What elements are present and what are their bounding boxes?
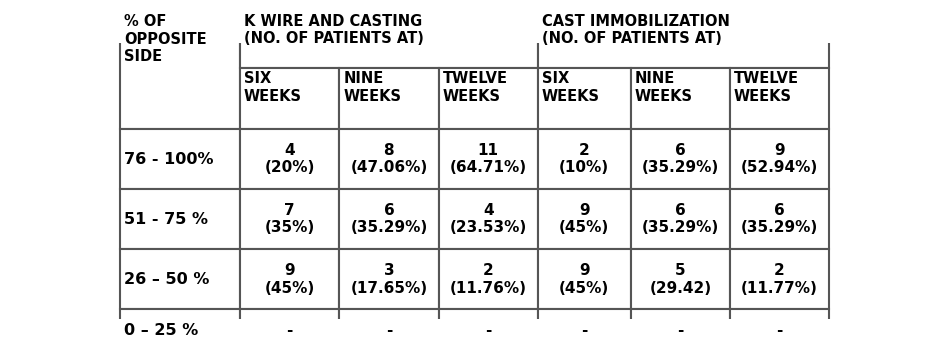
Bar [339, 189, 439, 249]
Bar [240, 129, 339, 189]
Bar [538, 309, 631, 352]
Bar [538, 189, 631, 249]
Bar [439, 189, 538, 249]
Bar [538, 249, 631, 309]
Text: 4
(20%): 4 (20%) [265, 143, 315, 175]
Text: 4
(23.53%): 4 (23.53%) [449, 203, 527, 236]
Bar [120, 10, 240, 129]
Text: -: - [776, 323, 782, 338]
Text: K WIRE AND CASTING
(NO. OF PATIENTS AT): K WIRE AND CASTING (NO. OF PATIENTS AT) [244, 14, 424, 46]
Text: 6
(35.29%): 6 (35.29%) [642, 143, 719, 175]
Text: -: - [581, 323, 587, 338]
Text: 9
(45%): 9 (45%) [559, 263, 609, 296]
Text: 8
(47.06%): 8 (47.06%) [350, 143, 428, 175]
Text: -: - [286, 323, 293, 338]
Text: -: - [485, 323, 492, 338]
Text: 11
(64.71%): 11 (64.71%) [450, 143, 527, 175]
Text: 2
(10%): 2 (10%) [559, 143, 609, 175]
Bar [631, 68, 730, 129]
Text: 9
(52.94%): 9 (52.94%) [741, 143, 819, 175]
Text: 6
(35.29%): 6 (35.29%) [642, 203, 719, 236]
Text: 7
(35%): 7 (35%) [265, 203, 315, 236]
Text: 9
(45%): 9 (45%) [559, 203, 609, 236]
Text: % OF
OPPOSITE
SIDE: % OF OPPOSITE SIDE [124, 14, 206, 64]
Bar [240, 189, 339, 249]
Bar [730, 249, 829, 309]
Bar [240, 68, 339, 129]
Bar [631, 129, 730, 189]
Bar [538, 10, 829, 68]
Bar [120, 129, 240, 189]
Text: -: - [386, 323, 392, 338]
Text: 6
(35.29%): 6 (35.29%) [741, 203, 819, 236]
Bar [538, 68, 631, 129]
Bar [439, 249, 538, 309]
Text: TWELVE
WEEKS: TWELVE WEEKS [443, 72, 507, 104]
Text: NINE
WEEKS: NINE WEEKS [634, 72, 693, 104]
Bar [730, 68, 829, 129]
Bar [730, 309, 829, 352]
Bar [730, 129, 829, 189]
Text: 51 - 75 %: 51 - 75 % [124, 212, 208, 227]
Bar [439, 309, 538, 352]
Bar [120, 249, 240, 309]
Bar [339, 309, 439, 352]
Text: 9
(45%): 9 (45%) [265, 263, 315, 296]
Text: 26 – 50 %: 26 – 50 % [124, 272, 209, 287]
Bar [339, 249, 439, 309]
Text: 2
(11.76%): 2 (11.76%) [450, 263, 527, 296]
Text: 2
(11.77%): 2 (11.77%) [741, 263, 818, 296]
Text: SIX
WEEKS: SIX WEEKS [542, 72, 600, 104]
Text: 6
(35.29%): 6 (35.29%) [350, 203, 428, 236]
Bar [240, 10, 538, 68]
Bar [538, 129, 631, 189]
Bar [240, 309, 339, 352]
Text: CAST IMMOBILIZATION
(NO. OF PATIENTS AT): CAST IMMOBILIZATION (NO. OF PATIENTS AT) [542, 14, 730, 46]
Text: NINE
WEEKS: NINE WEEKS [344, 72, 401, 104]
Text: TWELVE
WEEKS: TWELVE WEEKS [733, 72, 799, 104]
Text: -: - [677, 323, 683, 338]
Text: 3
(17.65%): 3 (17.65%) [350, 263, 428, 296]
Bar [120, 309, 240, 352]
Bar [631, 309, 730, 352]
Bar [439, 129, 538, 189]
Bar [631, 189, 730, 249]
Bar [631, 249, 730, 309]
Text: 5
(29.42): 5 (29.42) [649, 263, 711, 296]
Text: SIX
WEEKS: SIX WEEKS [244, 72, 302, 104]
Bar [240, 249, 339, 309]
Text: 0 – 25 %: 0 – 25 % [124, 323, 198, 338]
Bar [439, 68, 538, 129]
Bar [339, 68, 439, 129]
Text: 76 - 100%: 76 - 100% [124, 152, 213, 167]
Bar [339, 129, 439, 189]
Bar [730, 189, 829, 249]
Bar [120, 189, 240, 249]
